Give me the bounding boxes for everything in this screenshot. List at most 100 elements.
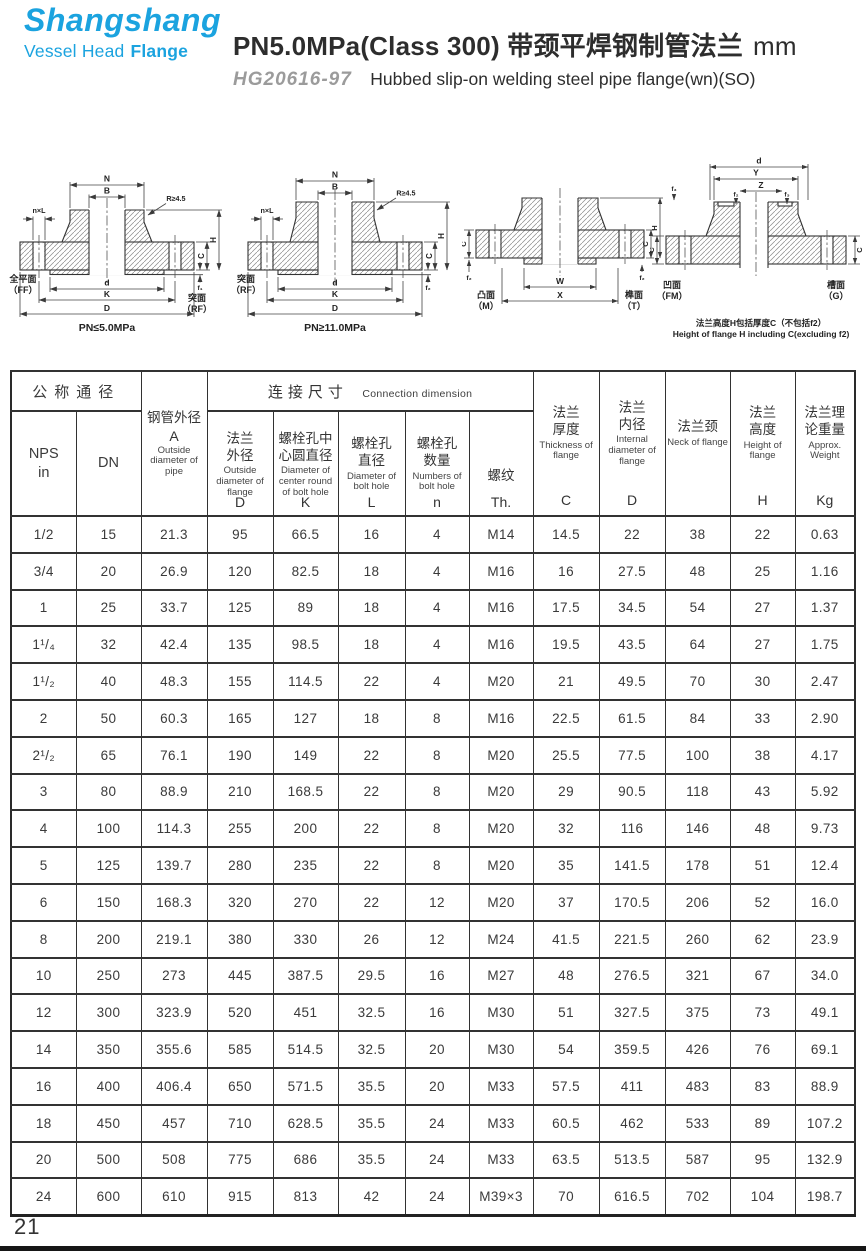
face-label-m-cn: 凸面 xyxy=(477,290,495,300)
logo-brand: Shangshang xyxy=(24,2,222,38)
connection-en: Connection dimension xyxy=(362,387,473,400)
centerlines xyxy=(38,198,176,284)
dim-label-c: C xyxy=(425,253,434,259)
table-row: 1¹/₂ 40 48.3 155 114.5 22 4 M20 21 49.5 70 30 2.… xyxy=(10,662,856,701)
logo-tagline-a: Vessel Head xyxy=(24,41,125,61)
face-label-fm-en: （FM） xyxy=(657,291,688,301)
col-header-height: 法兰 高度 Height of flange H xyxy=(729,370,796,517)
dim-label-f3-left: f₃ xyxy=(671,186,676,193)
table-row: 10 250 273 445 387.5 29.5 16 M27 48 276.5 321 67… xyxy=(10,956,856,996)
dim-label-h: H xyxy=(209,237,218,243)
pipe-od-cn: 钢管外径 xyxy=(147,409,202,425)
col-header-bolt-hole-diameter: 螺栓孔 直径 Diameter of bolt hole L xyxy=(337,410,406,517)
centerlines xyxy=(684,192,828,276)
dim-label-d: d xyxy=(756,156,761,166)
col-header-connection: 连接尺寸 Connection dimension xyxy=(206,370,534,412)
face-label-g-cn: 槽面 xyxy=(827,279,845,290)
col-header-bolt-hole-count: 螺栓孔 数量 Numbers of bolt hole n xyxy=(404,410,470,517)
table-row: 12 300 323.9 520 451 32.5 16 M30 51 327.5 375 73… xyxy=(10,993,856,1033)
table-row: 16 400 406.4 650 571.5 35.5 20 M33 57.5 411 483… xyxy=(10,1066,856,1106)
page-title-text: PN5.0MPa(Class 300) 带颈平焊钢制管法兰 xyxy=(233,31,744,61)
logo: Shangshang Vessel Head Flange xyxy=(24,2,221,62)
standard-code: HG20616-97 xyxy=(233,69,352,90)
page-subtitle: HG20616-97 Hubbed slip-on welding steel … xyxy=(233,69,863,91)
drawing-flange-m-t: C f₂ W X C H f₂ 凸面 （M） 榫面 （T） xyxy=(462,188,663,311)
dimension-labels: N B n×L R≥4.5 d K D C H f₁ 全平面 （FF） 突面 （… xyxy=(8,174,218,335)
dimensions xyxy=(652,164,860,265)
dim-label-x: X xyxy=(557,290,563,300)
dim-label-k: K xyxy=(332,289,339,299)
face-label-ff-en: （FF） xyxy=(9,285,38,295)
dim-label-h: H xyxy=(437,233,446,239)
connection-cn: 连接尺寸 xyxy=(267,383,348,401)
dim-label-c: C xyxy=(197,253,206,259)
dim-label-z: Z xyxy=(758,180,763,190)
drawing-caption: PN≤5.0MPa xyxy=(79,322,136,334)
table-row: 20 500 508 775 686 35.5 24 M33 63.5 513.5 587 95… xyxy=(10,1140,856,1180)
table-row: 18 450 457 710 628.5 35.5 24 M33 60.5 462 533 89… xyxy=(10,1103,856,1143)
col-header-neck: 法兰颈 Neck of flange xyxy=(664,370,731,517)
table-row: 6 150 168.3 320 270 22 12 M20 37 170.5 206 52 16… xyxy=(10,882,856,922)
dim-label-f3: f₃ xyxy=(784,192,789,199)
table-row: 2 50 60.3 165 127 18 8 M16 22.5 61.5 84 33 2.90 xyxy=(10,698,856,738)
dim-label-f2-right: f₂ xyxy=(639,275,644,282)
dim-label-y: Y xyxy=(753,168,759,178)
dim-label-dd: D xyxy=(104,303,110,313)
dimensions xyxy=(19,182,222,317)
table-row: 1¹/₄ 32 42.4 135 98.5 18 4 M16 19.5 43.5 64 27 1… xyxy=(10,625,856,665)
face-label-t-cn: 榫面 xyxy=(624,289,643,300)
dim-label-f2: f₂ xyxy=(425,285,430,292)
dim-label-b: B xyxy=(104,186,110,196)
drawing-flange-rf-high: N B n×L R≥4.5 d K D C H f₂ 突面 （RF） PN≥11… xyxy=(232,170,450,335)
dimension-labels: N B n×L R≥4.5 d K D C H f₂ 突面 （RF） PN≥11… xyxy=(232,170,446,335)
dim-label-c-right: C xyxy=(855,247,864,253)
subtitle-english: Hubbed slip-on welding steel pipe flange… xyxy=(370,69,756,89)
flange-dimension-table: 公称通径 钢管外径 A Outside diameter of pipe 连接尺… xyxy=(10,370,856,1217)
table-row: 24 600 610 915 813 42 24 M39×3 70 616.5 702 104 … xyxy=(10,1177,856,1217)
face-label-m-en: （M） xyxy=(473,301,499,311)
table-row: 1/2 15 21.3 95 66.5 16 4 M14 14.5 22 38 22 0.63 xyxy=(10,515,856,554)
dimension-labels: C f₂ W X C H f₂ 凸面 （M） 榫面 （T） xyxy=(462,225,659,311)
dim-label-f2: f₂ xyxy=(733,192,738,199)
table-row: 2¹/₂ 65 76.1 190 149 22 8 M20 25.5 77.5 100 38 4… xyxy=(10,735,856,775)
note-english: Height of flange H including C(excluding… xyxy=(672,328,850,339)
dim-label-nxl: n×L xyxy=(261,206,275,215)
page-title-unit: mm xyxy=(753,31,797,61)
face-label-g-en: （G） xyxy=(823,291,848,301)
dim-label-dd: D xyxy=(332,303,338,313)
dim-label-c-right: C xyxy=(641,241,650,247)
col-header-pipe-od: 钢管外径 A Outside diameter of pipe xyxy=(140,370,208,517)
centerlines xyxy=(494,188,626,276)
dim-label-nxl: n×L xyxy=(33,206,47,215)
dim-label-c-left: C xyxy=(650,247,656,253)
centerlines xyxy=(266,190,404,284)
logo-tagline: Vessel Head Flange xyxy=(24,41,221,62)
col-header-flange-od: 法兰 外径 Outside diameter of flange D xyxy=(206,410,274,517)
flange-table-body: 1/2 15 21.3 95 66.5 16 4 M14 14.5 22 38 22 0.63 … xyxy=(10,515,856,1217)
dim-label-r: R≥4.5 xyxy=(166,194,185,203)
pipe-od-letter: A xyxy=(169,427,179,444)
table-row: 8 200 219.1 380 330 26 12 M24 41.5 221.5 260 62 … xyxy=(10,919,856,959)
dim-label-c-left: C xyxy=(462,241,468,247)
col-header-thickness: 法兰 厚度 Thickness of flange C xyxy=(532,370,600,517)
dimension-labels: d Y Z f₂ f₃ f₃ C C 凹面 （FM） 槽面 （G） xyxy=(650,156,864,302)
dim-label-n: N xyxy=(332,170,338,180)
table-row: 4 100 114.3 255 200 22 8 M20 32 116 146 48 9.73 xyxy=(10,809,856,849)
face-label-t-en: （T） xyxy=(622,301,646,311)
table-row: 3 80 88.9 210 168.5 22 8 M20 29 90.5 118 43 5.92 xyxy=(10,772,856,812)
face-label-ff-cn: 全平面 xyxy=(8,273,36,284)
dimensions xyxy=(464,197,663,304)
dim-label-h: H xyxy=(650,225,659,230)
dim-label-d: d xyxy=(104,278,109,288)
dim-label-b: B xyxy=(332,182,338,192)
title-block: PN5.0MPa(Class 300) 带颈平焊钢制管法兰 mm HG20616-… xyxy=(233,26,863,91)
drawing-flange-ff-rf: N B n×L R≥4.5 d K D C H f₁ 全平面 （FF） 突面 （… xyxy=(8,174,222,335)
drawing-caption: PN≥11.0MPa xyxy=(304,322,366,334)
dimensions xyxy=(247,178,450,317)
table-row: 5 125 139.7 280 235 22 8 M20 35 141.5 178 51 12.… xyxy=(10,846,856,885)
dim-label-w: W xyxy=(556,276,565,286)
col-header-internal-diameter: 法兰 内径 Internal diameter of flange D xyxy=(598,370,666,517)
pipe-od-en: Outside diameter of pipe xyxy=(150,444,198,477)
col-header-thread: 螺纹 Th. xyxy=(468,410,534,517)
